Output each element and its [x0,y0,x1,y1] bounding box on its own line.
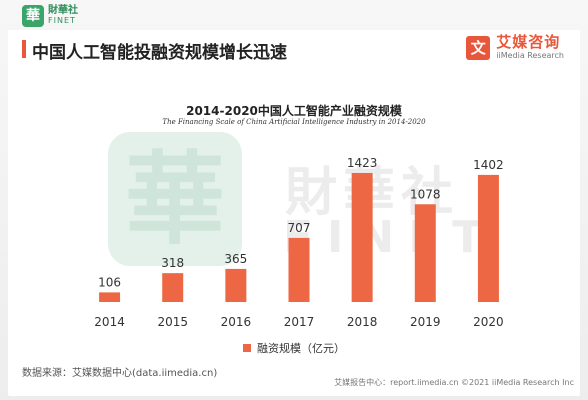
x-tick-2018: 2018 [347,315,378,329]
finet-logo: 華 財華社 FINET [22,4,78,28]
x-tick-2014: 2014 [94,315,125,329]
bar-2016 [225,268,247,302]
bar-2020 [477,174,499,302]
data-label-2015: 318 [161,256,184,270]
data-label-2016: 365 [224,252,247,266]
bar-2017 [288,237,310,302]
x-tick-2017: 2017 [284,315,315,329]
watermark-hua-icon: 華 [108,132,242,266]
x-tick-2016: 2016 [221,315,252,329]
data-label-2020: 1402 [473,158,504,172]
finet-logo-icon: 華 [22,5,44,27]
data-label-2019: 1078 [410,187,441,201]
data-label-2018: 1423 [347,156,378,170]
chart-legend: 融资规模（亿元） [0,340,588,356]
bar-2014 [99,292,121,302]
iimedia-brand: 文 艾媒咨询 iiMedia Research [466,34,564,61]
data-label-2017: 707 [288,221,311,235]
legend-swatch [243,344,251,352]
watermark-text-en: FINET [283,212,497,263]
bar-2015 [162,273,184,302]
bar-2018 [351,172,373,302]
brand-name-en: iiMedia Research [496,51,564,60]
data-label-2014: 106 [98,275,121,289]
iimedia-logo-icon: 文 [466,35,491,60]
title-accent-bar [22,40,26,58]
chart-subtitle: The Financing Scale of China Artificial … [162,118,426,126]
bar-2019 [414,204,436,302]
finet-logo-en: FINET [48,16,76,25]
chart-title: 2014-2020中国人工智能产业融资规模 [186,104,402,118]
finet-logo-cn: 財華社 [48,5,78,16]
x-tick-2020: 2020 [473,315,504,329]
page-title: 中国人工智能投融资规模增长迅速 [32,43,287,63]
x-tick-2019: 2019 [410,315,441,329]
brand-name-cn: 艾媒咨询 [496,33,561,51]
data-source-note: 数据来源：艾媒数据中心(data.iimedia.cn) [22,368,218,379]
x-tick-2015: 2015 [157,315,188,329]
legend-label: 融资规模（亿元） [257,342,345,355]
footer-credit: 艾媒报告中心：report.iimedia.cn ©2021 iiMedia R… [334,378,574,387]
